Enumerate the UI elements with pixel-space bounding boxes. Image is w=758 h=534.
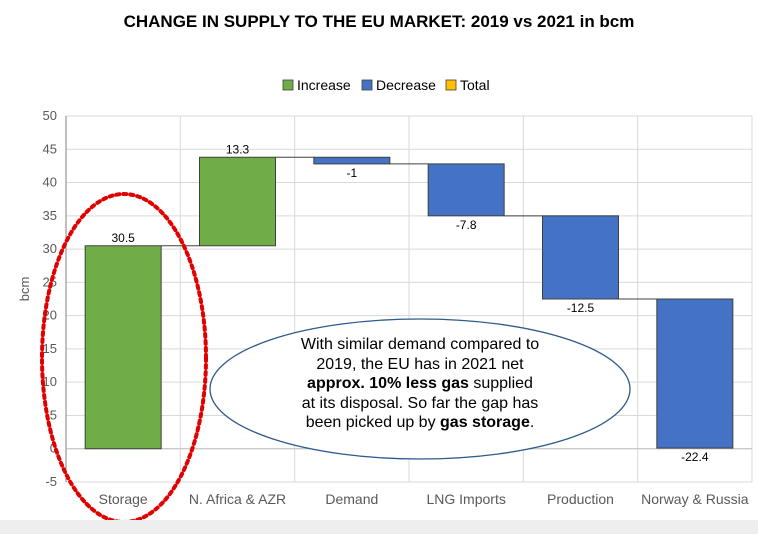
y-tick-label: 0 <box>50 441 57 456</box>
annotation-line-1: With similar demand compared to <box>300 336 540 353</box>
data-label: -12.5 <box>567 301 595 315</box>
x-tick-label: Production <box>547 491 614 507</box>
data-label: 30.5 <box>111 231 135 245</box>
annotation-text: With similar demand compared to 2019, th… <box>282 335 558 433</box>
x-tick-label: Storage <box>99 491 148 507</box>
annotation-line-5-pre: been picked up by <box>305 414 441 431</box>
bar-0 <box>84 245 162 450</box>
annotation-line-2: 2019, the EU has in 2021 net <box>316 355 524 373</box>
connector-lines <box>161 156 657 300</box>
annotation-line-4: at its disposal. So far the gap has <box>301 394 539 412</box>
y-tick-label: 40 <box>43 175 57 190</box>
annotation-line-5-bold: gas storage <box>440 414 530 431</box>
legend-label: Increase <box>297 77 351 93</box>
legend-swatch <box>361 79 373 91</box>
y-tick-label: -5 <box>45 474 57 489</box>
y-tick-label: 10 <box>43 374 57 389</box>
annotation-line-3-bold: approx. 10% less gas <box>307 375 469 392</box>
chart-title: CHANGE IN SUPPLY TO THE EU MARKET: 2019 … <box>123 12 635 31</box>
bars <box>84 156 734 450</box>
data-label: -1 <box>346 166 357 180</box>
x-tick-label: LNG Imports <box>426 491 505 507</box>
legend-swatch <box>282 79 294 91</box>
data-labels: 30.5 13.3 -1 -7.8 -12.5 -22.4 <box>111 142 708 464</box>
legend-label: Total <box>460 77 490 93</box>
bar-2 <box>313 156 391 165</box>
y-axis-label: bcm <box>17 277 32 302</box>
bar-1 <box>199 156 276 247</box>
legend: Increase Decrease Total <box>282 77 490 93</box>
y-tick-label: 15 <box>43 341 57 356</box>
bar-4 <box>542 215 619 300</box>
x-tick-label: Demand <box>325 491 378 507</box>
annotation-line-3-rest: supplied <box>468 375 533 392</box>
legend-label: Decrease <box>376 77 436 93</box>
data-label: 13.3 <box>226 142 250 156</box>
x-tick-label: N. Africa & AZR <box>189 491 286 507</box>
x-tick-label: Norway & Russia <box>641 491 749 507</box>
bar-3 <box>427 163 505 217</box>
y-tick-label: 5 <box>50 407 57 422</box>
y-tick-label: 45 <box>43 141 57 156</box>
overlays <box>40 192 631 524</box>
data-label: -7.8 <box>456 218 477 232</box>
legend-swatch <box>445 79 457 91</box>
y-tick-label: 30 <box>43 241 57 256</box>
annotation-line-5-post: . <box>529 414 535 431</box>
annotation-ellipse <box>209 318 631 460</box>
bottom-strip <box>0 520 758 534</box>
data-label: -22.4 <box>681 450 709 464</box>
bar-5 <box>656 298 734 449</box>
y-tick-label: 50 <box>43 108 57 123</box>
y-tick-label: 35 <box>43 208 57 223</box>
